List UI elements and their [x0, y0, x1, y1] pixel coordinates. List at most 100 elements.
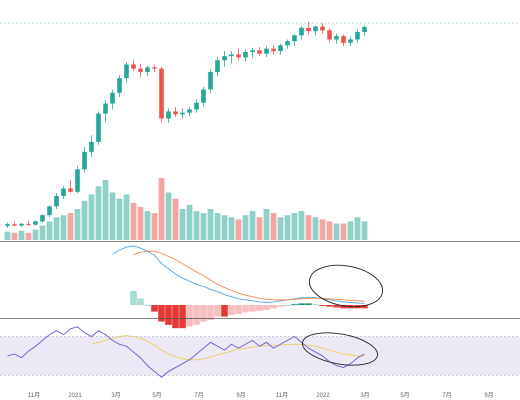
candle-body	[355, 31, 360, 40]
candle	[334, 33, 339, 44]
histogram-bar	[207, 305, 214, 320]
volume-bar	[144, 211, 151, 240]
candle	[194, 99, 199, 113]
histogram-bar	[284, 305, 291, 306]
candle-body	[243, 51, 248, 58]
candle-body	[341, 36, 346, 43]
volume-bar	[207, 209, 214, 240]
volume-bar	[102, 180, 109, 240]
candle-body	[47, 206, 52, 216]
candle	[313, 25, 318, 36]
rsi-annotation-ellipse	[302, 332, 378, 366]
macd-histogram	[130, 290, 368, 329]
histogram-bar	[130, 290, 137, 305]
candle	[96, 111, 101, 145]
volume-bar	[165, 192, 172, 240]
price-pane	[0, 22, 520, 240]
candle-body	[320, 26, 325, 31]
volume-bar	[179, 209, 186, 240]
candle	[89, 135, 94, 157]
volume-bar	[95, 186, 102, 240]
volume-bar	[263, 209, 270, 240]
volume-bar	[158, 178, 165, 240]
histogram-bar	[158, 305, 165, 322]
candle	[103, 100, 108, 122]
candle-body	[75, 169, 80, 192]
candle	[306, 22, 311, 35]
time-axis-label: 9月	[484, 392, 493, 399]
candle-body	[250, 50, 255, 52]
candle-body	[292, 35, 297, 42]
candle	[187, 106, 192, 117]
time-axis[interactable]: 11月 2021 3月 5月 7月 9月 11月 2022 3月 5月 7月 9月	[28, 392, 494, 399]
candle	[12, 221, 17, 227]
candle-body	[327, 30, 332, 40]
time-axis-label: 3月	[111, 392, 120, 399]
candle	[131, 59, 136, 72]
histogram-bar	[312, 304, 319, 306]
volume-bars	[4, 178, 368, 240]
candle	[348, 36, 353, 47]
candle-body	[145, 67, 150, 72]
volume-bar	[200, 213, 207, 240]
candle-body	[278, 45, 283, 52]
candle-body	[173, 111, 178, 115]
candle	[362, 25, 367, 37]
candle	[278, 43, 283, 55]
histogram-bar	[305, 303, 312, 305]
histogram-bar	[326, 305, 333, 307]
histogram-bar	[263, 305, 270, 310]
candle	[180, 108, 185, 119]
time-axis-label: 2022	[316, 393, 330, 399]
candle	[250, 47, 255, 58]
volume-bar	[277, 217, 284, 240]
histogram-bar	[242, 305, 249, 313]
histogram-bar	[200, 305, 207, 322]
volume-bar	[32, 229, 39, 240]
volume-bar	[186, 204, 193, 240]
candle	[173, 106, 178, 117]
candle-body	[124, 64, 129, 79]
candle-body	[12, 224, 17, 226]
signal-line	[133, 250, 365, 302]
candle	[320, 22, 325, 34]
candle	[264, 46, 269, 57]
candle-body	[306, 27, 311, 32]
volume-bar	[109, 192, 116, 240]
volume-bar	[39, 225, 46, 240]
histogram-bar	[361, 305, 368, 309]
candle	[117, 75, 122, 97]
candle-body	[229, 54, 234, 57]
volume-bar	[214, 213, 221, 240]
candle	[236, 48, 241, 61]
candle-body	[82, 151, 87, 170]
candle-body	[201, 89, 206, 103]
candle	[201, 86, 206, 107]
candle-body	[180, 112, 185, 115]
volume-bar	[46, 221, 53, 240]
histogram-bar	[291, 304, 298, 306]
histogram-bar	[151, 305, 158, 312]
volume-bar	[270, 213, 277, 240]
candle	[75, 165, 80, 194]
candle	[257, 46, 262, 57]
rsi-ma-line	[91, 335, 365, 361]
candle-body	[194, 102, 199, 110]
candle-body	[334, 36, 339, 40]
candle-body	[222, 56, 227, 61]
volume-bar	[298, 211, 305, 240]
candle-body	[33, 221, 38, 225]
candle	[33, 220, 38, 226]
candle	[271, 45, 276, 55]
candle-body	[166, 111, 171, 119]
macd-annotation-ellipse	[308, 264, 384, 308]
volume-bar	[151, 213, 158, 240]
volume-bar	[291, 213, 298, 240]
candle-body	[215, 60, 220, 72]
candle	[40, 214, 45, 223]
candle	[208, 69, 213, 93]
time-axis-label: 2021	[68, 393, 82, 399]
volume-bar	[228, 217, 235, 240]
